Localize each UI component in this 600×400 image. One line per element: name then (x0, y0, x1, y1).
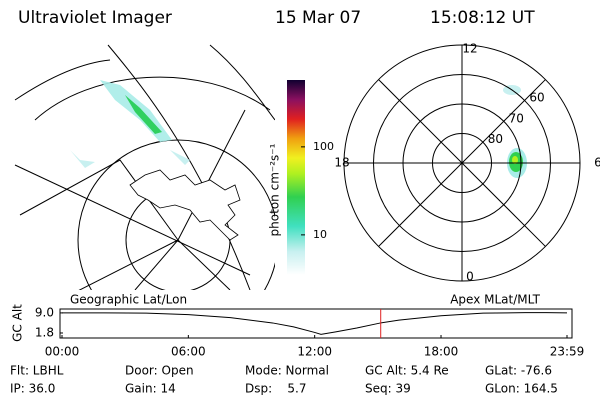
info-field: Gain: 14 (125, 382, 176, 396)
info-field: IP: 36.0 (10, 382, 55, 396)
info-field: Mode: Normal (245, 364, 329, 378)
panel-label: Geographic Lat/Lon (70, 293, 187, 307)
x-tick-label: 18:00 (424, 345, 459, 359)
lat-label: 80 (488, 132, 503, 146)
x-tick-label: 12:00 (297, 345, 332, 359)
altitude-line (62, 312, 568, 335)
mlt-label: 0 (466, 270, 474, 284)
info-field: GC Alt: 5.4 Re (365, 364, 449, 378)
colorbar-tick-label: 100 (313, 140, 334, 153)
mlt-label: 18 (334, 156, 349, 170)
title: Ultraviolet Imager (18, 8, 172, 28)
info-field: Door: Open (125, 364, 194, 378)
x-tick-label: 23:59 (550, 345, 585, 359)
info-field: Seq: 39 (365, 382, 411, 396)
mlt-label: 12 (462, 42, 477, 56)
mlt-line (378, 79, 546, 247)
lat-label: 60 (529, 90, 544, 104)
time: 15:08:12 UT (430, 8, 535, 28)
colorbar-label: photon cm⁻²s⁻¹ (268, 143, 282, 236)
panel-label: Apex MLat/MLT (450, 293, 540, 307)
info-field: Flt: LBHL (10, 364, 64, 378)
x-tick-label: 06:00 (171, 345, 206, 359)
geo-map (14, 44, 275, 290)
info-field: GLon: 164.5 (485, 382, 558, 396)
y-tick-label: 9.0 (35, 305, 54, 319)
x-tick-label: 00:00 (45, 345, 80, 359)
info-field: GLat: -76.6 (485, 364, 552, 378)
date: 15 Mar 07 (275, 8, 361, 28)
colorbar (287, 80, 305, 275)
lat-label: 70 (509, 111, 524, 125)
info-field: Dsp: 5.7 (245, 382, 307, 396)
colorbar-tick-label: 10 (313, 228, 327, 241)
mlt-label: 6 (594, 156, 600, 170)
plot-frame (59, 308, 573, 339)
y-axis-label: GC Alt (11, 304, 25, 342)
y-tick-label: 1.8 (35, 325, 54, 339)
